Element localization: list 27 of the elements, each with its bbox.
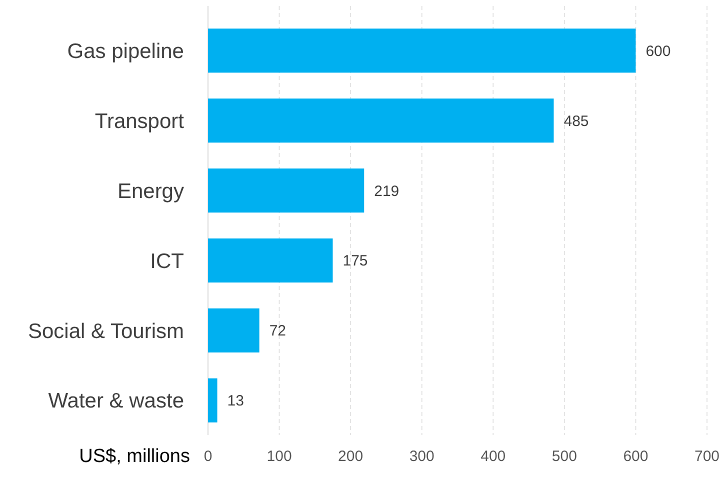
data-label: 219	[374, 182, 400, 200]
data-label: 485	[564, 112, 589, 130]
x-tick-label: 300	[409, 448, 434, 465]
bar	[208, 308, 260, 352]
y-tick-label: Social & Tourism	[28, 320, 184, 343]
y-tick-label: Transport	[94, 110, 184, 133]
data-label: 72	[269, 322, 286, 340]
x-tick-label: 700	[694, 448, 720, 465]
y-tick-label: Water & waste	[48, 390, 184, 413]
bar	[208, 28, 636, 73]
x-tick-label: 0	[204, 448, 212, 465]
x-axis-title: US$, millions	[79, 446, 190, 467]
y-tick-label: Gas pipeline	[67, 40, 184, 63]
x-tick-label: 400	[480, 448, 506, 465]
bar	[208, 238, 333, 283]
data-label: 13	[227, 392, 244, 410]
x-tick-label: 500	[552, 448, 577, 465]
x-tick-label: 200	[338, 448, 364, 465]
data-label: 175	[342, 252, 368, 270]
data-label: 600	[646, 42, 671, 60]
y-tick-label: Energy	[117, 180, 184, 203]
x-tick-label: 600	[623, 448, 648, 465]
bar	[208, 98, 554, 143]
y-tick-label: ICT	[150, 250, 184, 273]
bar	[208, 378, 218, 422]
x-tick-label: 100	[266, 448, 292, 465]
bar	[208, 168, 364, 213]
